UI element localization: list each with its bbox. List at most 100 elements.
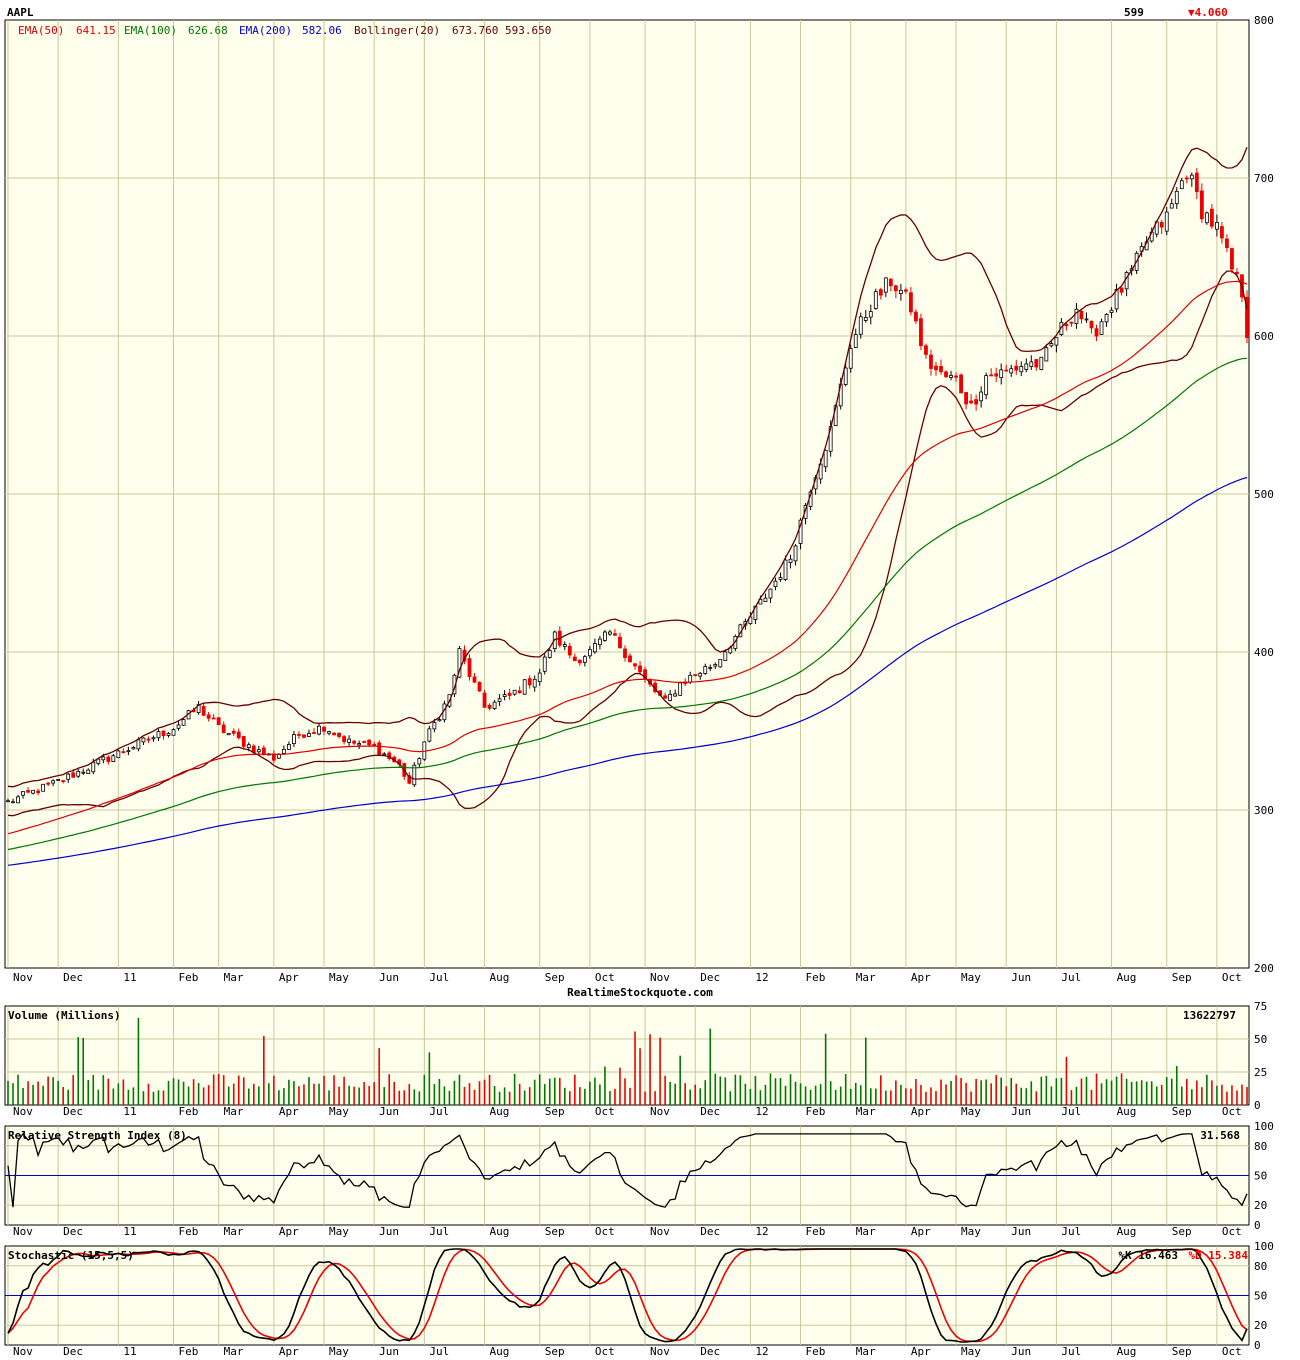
- x-tick-feb-3: Feb: [179, 1345, 199, 1358]
- x-tick-dec-1: Dec: [63, 1225, 83, 1238]
- candle-body: [292, 734, 296, 745]
- ema100-line: [7, 357, 1248, 851]
- candle-body: [6, 800, 10, 803]
- candle-body: [1029, 361, 1034, 367]
- x-tick-oct-11: Oct: [595, 1105, 615, 1118]
- candle-body: [362, 741, 367, 743]
- candle-body: [1104, 314, 1109, 323]
- candle-body: [512, 689, 517, 695]
- x-tick-11-2: 11: [123, 1105, 136, 1118]
- x-tick-apr-17: Apr: [911, 1225, 931, 1238]
- x-tick-feb-15: Feb: [806, 1345, 826, 1358]
- candle-body: [76, 770, 81, 777]
- stochastic-title: Stochastic (15,5,5): [8, 1249, 134, 1262]
- candle-body: [377, 742, 382, 756]
- x-tick-dec-1: Dec: [63, 1345, 83, 1358]
- x-tick-feb-3: Feb: [179, 1225, 199, 1238]
- candle-body: [1054, 337, 1059, 346]
- x-tick-aug-9: Aug: [490, 1345, 510, 1358]
- volume-y-tick-25: 25: [1254, 1066, 1267, 1079]
- candle-body: [171, 729, 176, 736]
- x-tick-aug-21: Aug: [1117, 1105, 1137, 1118]
- candle-body: [823, 449, 828, 468]
- candle-body: [713, 664, 718, 667]
- stochastic-y-tick-50: 50: [1254, 1290, 1267, 1303]
- rsi-line: [7, 1132, 1248, 1208]
- candle-body: [417, 758, 422, 765]
- candle-body: [1009, 368, 1014, 374]
- volume-y-tick-50: 50: [1254, 1033, 1267, 1046]
- x-tick-mar-16: Mar: [856, 1345, 876, 1358]
- candle-body: [698, 672, 703, 677]
- candle-body: [166, 733, 171, 736]
- candle-body: [919, 318, 923, 347]
- candle-body: [537, 672, 542, 683]
- candle-body: [31, 789, 35, 794]
- candle-body: [287, 744, 291, 750]
- x-tick-jun-19: Jun: [1011, 1105, 1031, 1118]
- x-tick-mar-4: Mar: [224, 1345, 244, 1358]
- volume-last-value: 13622797: [1183, 1009, 1236, 1022]
- rsi-y-tick-0: 0: [1254, 1219, 1261, 1232]
- candle-body: [156, 731, 161, 739]
- candle-body: [673, 693, 678, 697]
- x-tick-may-18: May: [961, 1345, 981, 1358]
- candle-body: [477, 681, 482, 692]
- candle-body: [1109, 309, 1114, 313]
- candle-body: [888, 278, 893, 287]
- candle-body: [638, 665, 642, 673]
- candle-body: [111, 755, 116, 762]
- x-tick-11-2: 11: [123, 1345, 136, 1358]
- candle-body: [312, 732, 316, 734]
- price-legend: EMA(50) 641.15 EMA(100) 626.68 EMA(200) …: [18, 24, 551, 37]
- candle-body: [582, 656, 587, 663]
- candle-body: [924, 345, 928, 355]
- candle-body: [1114, 289, 1119, 310]
- candle-body: [427, 728, 432, 742]
- candle-body: [16, 796, 20, 804]
- x-tick-sep-22: Sep: [1172, 1105, 1192, 1118]
- candle-body: [1199, 190, 1204, 220]
- legend-ema200-label: EMA(200): [239, 24, 292, 37]
- candle-body: [226, 733, 231, 736]
- candle-body: [592, 643, 597, 653]
- x-tick-jun-7: Jun: [379, 1105, 399, 1118]
- candle-body: [216, 717, 221, 726]
- volume-y-axis: 75 50 25 0: [1254, 1000, 1267, 1112]
- candle-body: [497, 698, 502, 702]
- candle-body: [618, 636, 622, 649]
- volume-panel: 75 50 25 0 Nov Dec 11 Feb Mar Apr May Jun Jul Aug Sep…: [4, 1000, 1267, 1118]
- x-tick-jun-19: Jun: [1011, 971, 1031, 984]
- x-tick-feb-15: Feb: [806, 1225, 826, 1238]
- candle-body: [457, 648, 462, 678]
- x-tick-11-2: 11: [123, 1225, 136, 1238]
- candle-body: [944, 371, 948, 378]
- x-tick-11-2: 11: [123, 971, 136, 984]
- candle-body: [863, 317, 868, 321]
- price-series: [6, 147, 1249, 866]
- candle-body: [788, 558, 793, 564]
- x-tick-nov-12: Nov: [650, 1105, 670, 1118]
- candle-body: [1019, 365, 1024, 373]
- candle-body: [613, 633, 617, 636]
- candle-body: [778, 577, 783, 580]
- candle-body: [26, 790, 30, 793]
- stochastic-y-tick-100: 100: [1254, 1240, 1274, 1253]
- candle-body: [146, 738, 151, 741]
- candle-body: [1099, 321, 1104, 335]
- candle-body: [903, 289, 908, 292]
- candle-body: [843, 367, 848, 385]
- candle-body: [131, 747, 136, 750]
- candle-body: [718, 658, 723, 668]
- legend-bollinger-label: Bollinger(20): [354, 24, 440, 37]
- candle-body: [1064, 324, 1069, 327]
- watermark: RealtimeStockquote.com: [567, 986, 713, 999]
- candle-body: [241, 736, 246, 747]
- rsi-y-tick-50: 50: [1254, 1170, 1267, 1183]
- candle-body: [36, 790, 40, 794]
- volume-y-tick-75: 75: [1254, 1000, 1267, 1013]
- candle-body: [487, 705, 492, 709]
- candle-body: [211, 717, 216, 720]
- candle-body: [853, 334, 858, 348]
- candle-body: [201, 706, 206, 716]
